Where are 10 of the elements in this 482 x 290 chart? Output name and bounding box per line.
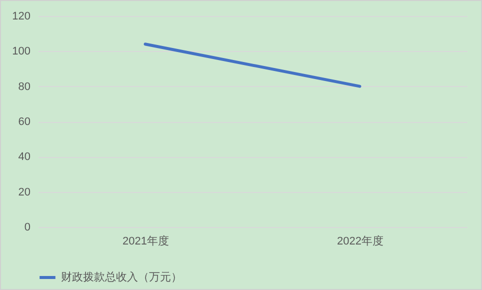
legend-label: 财政拨款总收入（万元） [61, 270, 182, 284]
y-tick-label: 20 [18, 186, 30, 198]
y-tick-label: 60 [18, 116, 30, 128]
x-tick-label: 2021年度 [122, 234, 169, 248]
y-tick-label: 80 [18, 80, 30, 93]
y-tick-label: 100 [12, 46, 30, 58]
y-tick-label: 40 [18, 151, 30, 164]
y-tick-label: 0 [24, 222, 30, 234]
y-tick-label: 120 [12, 10, 30, 22]
x-tick-label: 2022年度 [337, 234, 384, 248]
